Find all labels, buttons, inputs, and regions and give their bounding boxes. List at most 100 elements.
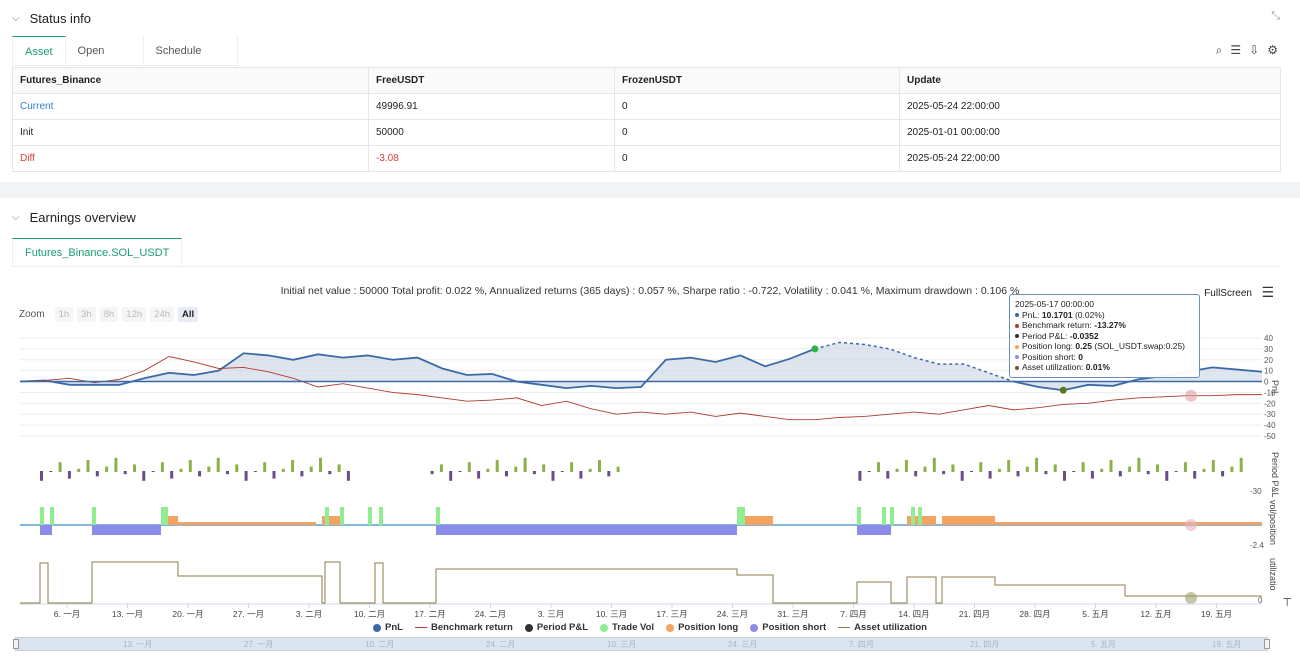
zoom-all-button[interactable]: All — [178, 307, 199, 322]
x-axis-label: 3. 二月 — [296, 609, 322, 619]
search-icon[interactable]: ⌕ — [1215, 43, 1223, 57]
period-pnl-bar — [337, 464, 341, 472]
row-label[interactable]: Current — [12, 93, 369, 120]
legend-symbol-icon — [838, 627, 851, 628]
period-pnl-bar — [1174, 471, 1178, 472]
period-pnl-bar — [1016, 471, 1020, 477]
chevron-down-icon[interactable]: ⌵ — [12, 12, 20, 24]
legend-item[interactable]: Benchmark return — [414, 622, 513, 633]
table-row: Diff -3.08 0 2025-05-24 22:00:00 — [12, 145, 1281, 172]
trade-vol-bar — [911, 507, 915, 525]
chart-legend: PnL Benchmark return Period P&L Trade Vol Po… — [0, 622, 1300, 633]
tooltip-row: Period P&L: -0.0352 — [1015, 331, 1194, 342]
tooltip-value: 0 — [1078, 351, 1083, 362]
navigator-date-label: 10. 三月 — [607, 640, 637, 649]
axis-tick-label: -30 — [1250, 487, 1262, 496]
list-icon[interactable]: ☰ — [1230, 43, 1242, 57]
zoom-24h-button[interactable]: 24h — [150, 307, 175, 322]
legend-symbol-icon — [524, 623, 533, 632]
period-pnl-bar — [951, 464, 955, 472]
x-axis-label: 17. 二月 — [414, 609, 445, 619]
period-pnl-bar — [607, 471, 611, 477]
series-dot-icon — [1015, 365, 1019, 370]
legend-label: Position short — [762, 622, 827, 633]
period-pnl-bar — [923, 466, 927, 472]
legend-label: Benchmark return — [430, 622, 513, 633]
series-dot-icon — [1015, 323, 1019, 328]
range-navigator[interactable] — [13, 637, 1270, 651]
hover-marker — [1185, 389, 1197, 402]
axis-tick-label: 0 — [1258, 596, 1263, 605]
cell-update: 2025-01-01 00:00:00 — [899, 119, 1281, 146]
legend-item[interactable]: Trade Vol — [600, 622, 654, 633]
legend-item[interactable]: Position short — [750, 622, 826, 633]
legend-item[interactable]: Period P&L — [524, 622, 588, 633]
legend-item[interactable]: Position long — [666, 622, 738, 633]
period-pnl-bar — [170, 471, 174, 479]
period-pnl-bar — [570, 462, 574, 472]
trade-vol-bar — [918, 507, 922, 525]
period-pnl-bar — [1072, 471, 1076, 472]
tab-open-orders[interactable]: Open orders — [66, 36, 144, 87]
navigator-date-label: 13. 一月 — [123, 640, 153, 649]
axis-tick-label: -50 — [1264, 432, 1276, 441]
navigator-right-handle[interactable] — [1264, 639, 1270, 649]
expand-icon[interactable]: ⤡ — [1271, 10, 1280, 22]
trade-vol-bar — [737, 507, 741, 525]
tooltip-label: PnL: — [1022, 309, 1042, 320]
period-pnl-bar — [151, 471, 155, 472]
x-axis-label: 24. 三月 — [717, 609, 748, 619]
hamburger-menu-icon[interactable]: ☰ — [1261, 284, 1274, 300]
axis-tick-label: 0 — [1264, 378, 1269, 387]
position-short-area — [40, 525, 52, 535]
period-pnl-bar — [904, 460, 908, 472]
position-short-area — [92, 525, 161, 535]
section-divider — [0, 182, 1300, 198]
x-axis-label: 6. 一月 — [54, 609, 80, 619]
tooltip-label: Benchmark return: — [1022, 320, 1095, 330]
tab-asset[interactable]: Asset — [12, 36, 66, 65]
table-tools: ⌕ ☰ ⇩ ⚙ — [1216, 43, 1278, 58]
cloud-download-icon[interactable]: ⇩ — [1249, 43, 1260, 57]
period-pnl-bar — [988, 471, 992, 479]
back-to-top-icon[interactable]: ⊤ — [1282, 597, 1292, 609]
x-axis-label: 28. 四月 — [1019, 609, 1050, 619]
legend-item[interactable]: Asset utilization — [838, 622, 927, 633]
period-pnl-bar — [1109, 460, 1113, 472]
period-pnl-bar — [579, 471, 583, 479]
position-long-area — [178, 522, 316, 525]
period-pnl-bar — [477, 471, 481, 479]
tab-schedule-orders[interactable]: Schedule orders — [144, 36, 238, 87]
navigator-date-label: 7. 四月 — [849, 640, 874, 649]
chevron-down-icon[interactable]: ⌵ — [12, 211, 20, 223]
benchmark-line — [19, 356, 1262, 421]
period-pnl-bar — [1193, 471, 1197, 479]
gear-icon[interactable]: ⚙ — [1267, 43, 1278, 57]
fullscreen-button[interactable]: FullScreen — [1204, 288, 1252, 299]
navigator-left-handle[interactable] — [13, 639, 19, 649]
tooltip-date: 2025-05-17 00:00:00 — [1015, 299, 1094, 309]
trade-vol-bar — [436, 507, 440, 525]
table-row: Current 49996.91 0 2025-05-24 22:00:00 — [12, 93, 1281, 120]
cell-free: 49996.91 — [368, 93, 615, 120]
legend-item[interactable]: PnL — [373, 622, 403, 633]
earnings-header[interactable]: ⌵ Earnings overview — [0, 199, 136, 235]
cell-free: 50000 — [368, 119, 615, 146]
zoom-8h-button[interactable]: 8h — [99, 307, 119, 322]
period-pnl-bar — [1211, 460, 1215, 472]
legend-symbol-icon — [373, 623, 382, 632]
trade-vol-bar — [164, 507, 168, 525]
status-header[interactable]: ⌵ Status info — [0, 0, 1300, 36]
period-pnl-bar — [942, 471, 946, 475]
series-dot-icon — [1015, 334, 1019, 339]
tooltip-row: Position long: 0.25 (SOL_USDT.swap:0.25) — [1015, 341, 1194, 352]
zoom-12h-button[interactable]: 12h — [122, 307, 147, 322]
zoom-1h-button[interactable]: 1h — [54, 307, 74, 322]
util-axis-title: utilizatio — [1268, 558, 1278, 591]
chart-summary: Initial net value : 50000 Total profit: … — [280, 285, 1020, 297]
tooltip-row: Position short: 0 — [1015, 352, 1194, 363]
legend-symbol-icon — [600, 623, 609, 632]
zoom-3h-button[interactable]: 3h — [77, 307, 96, 322]
trade-vol-bar — [340, 507, 344, 525]
tab-sol-usdt[interactable]: Futures_Binance.SOL_USDT — [12, 238, 183, 266]
